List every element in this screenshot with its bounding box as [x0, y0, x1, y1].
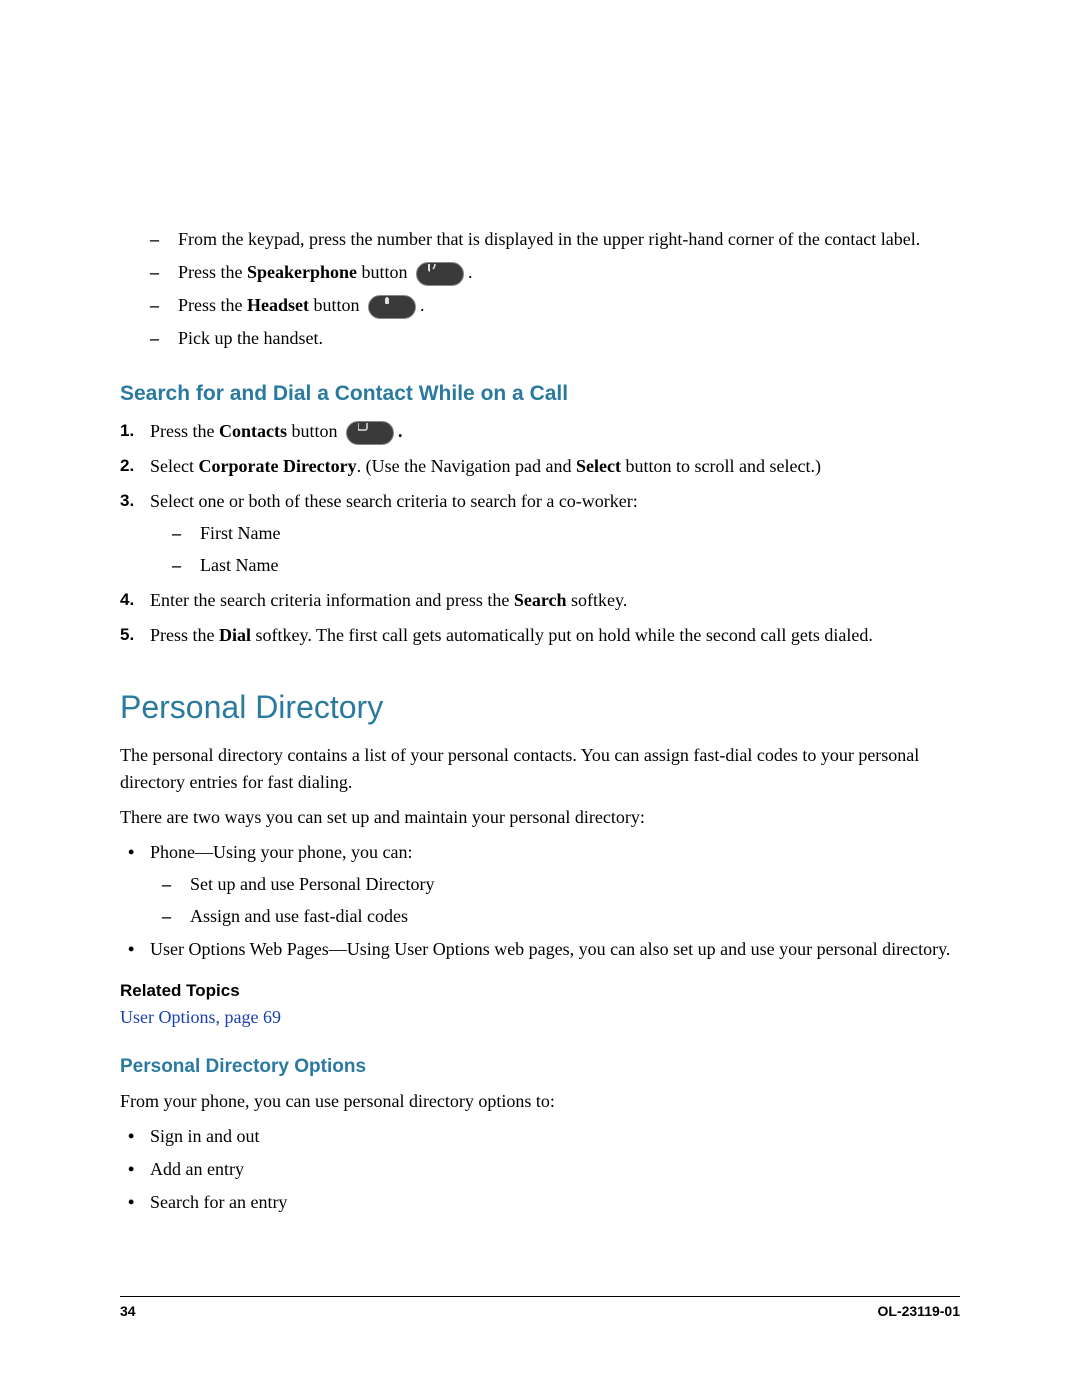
step-number: 1. [120, 418, 134, 444]
contacts-icon [346, 421, 394, 445]
text: button to scroll and select.) [621, 456, 821, 476]
list-item: Press the Headset button . [178, 292, 960, 319]
text: From the keypad, press the number that i… [178, 229, 920, 249]
text: . (Use the Navigation pad and [357, 456, 576, 476]
top-dash-list: From the keypad, press the number that i… [120, 226, 960, 352]
text: Press the [178, 295, 247, 315]
page-number: 34 [120, 1303, 136, 1319]
text: softkey. The first call gets automatical… [251, 625, 873, 645]
text: Phone—Using your phone, you can: [150, 842, 412, 862]
text: Press the [150, 625, 219, 645]
speakerphone-icon [416, 262, 464, 286]
text-bold: Corporate Directory [198, 456, 356, 476]
sub-list: Set up and use Personal Directory Assign… [150, 871, 960, 930]
step-4: 4. Enter the search criteria information… [150, 587, 960, 614]
page-body: From the keypad, press the number that i… [0, 0, 1080, 1216]
step-number: 4. [120, 587, 134, 613]
list-item: Add an entry [150, 1156, 960, 1183]
step-5: 5. Press the Dial softkey. The first cal… [150, 622, 960, 649]
search-steps: 1. Press the Contacts button . 2. Select… [120, 418, 960, 649]
doc-number: OL-23119-01 [878, 1303, 961, 1319]
text-bold: Contacts [219, 421, 287, 441]
criteria-list: First Name Last Name [150, 520, 960, 579]
personal-bullets: Phone—Using your phone, you can: Set up … [120, 839, 960, 963]
list-item: Last Name [200, 552, 960, 579]
text: button [309, 295, 364, 315]
heading-search: Search for and Dial a Contact While on a… [120, 382, 960, 406]
list-item: Sign in and out [150, 1123, 960, 1150]
list-item: From the keypad, press the number that i… [178, 226, 960, 253]
step-2: 2. Select Corporate Directory. (Use the … [150, 453, 960, 480]
text-bold: Search [514, 590, 567, 610]
text: Press the [178, 262, 247, 282]
paragraph: From your phone, you can use personal di… [120, 1088, 960, 1115]
options-bullets: Sign in and out Add an entry Search for … [120, 1123, 960, 1216]
step-1: 1. Press the Contacts button . [150, 418, 960, 445]
list-item: First Name [200, 520, 960, 547]
step-number: 3. [120, 488, 134, 514]
list-item: User Options Web Pages—Using User Option… [150, 936, 960, 963]
text: Select one or both of these search crite… [150, 491, 638, 511]
text-bold: Headset [247, 295, 309, 315]
text: . [468, 262, 473, 282]
text: . [420, 295, 425, 315]
related-link[interactable]: User Options, page 69 [120, 1007, 960, 1028]
list-item: Set up and use Personal Directory [190, 871, 960, 898]
text: Select [150, 456, 198, 476]
headset-icon [368, 295, 416, 319]
related-topics-heading: Related Topics [120, 981, 960, 1001]
text-bold: . [398, 421, 403, 441]
step-number: 2. [120, 453, 134, 479]
paragraph: There are two ways you can set up and ma… [120, 804, 960, 831]
list-item: Press the Speakerphone button . [178, 259, 960, 286]
text: Press the [150, 421, 219, 441]
text: Enter the search criteria information an… [150, 590, 514, 610]
text: softkey. [567, 590, 628, 610]
text-bold: Dial [219, 625, 251, 645]
list-item: Search for an entry [150, 1189, 960, 1216]
heading-personal: Personal Directory [120, 689, 960, 726]
heading-options: Personal Directory Options [120, 1056, 960, 1078]
step-number: 5. [120, 622, 134, 648]
text: User Options Web Pages—Using User Option… [150, 939, 950, 959]
list-item: Phone—Using your phone, you can: Set up … [150, 839, 960, 930]
step-3: 3. Select one or both of these search cr… [150, 488, 960, 579]
text: button [287, 421, 342, 441]
paragraph: The personal directory contains a list o… [120, 742, 960, 796]
text: button [357, 262, 412, 282]
page-footer: 34 OL-23119-01 [120, 1296, 960, 1319]
list-item: Pick up the handset. [178, 325, 960, 352]
text-bold: Select [576, 456, 621, 476]
text: Pick up the handset. [178, 328, 323, 348]
list-item: Assign and use fast-dial codes [190, 903, 960, 930]
text-bold: Speakerphone [247, 262, 357, 282]
